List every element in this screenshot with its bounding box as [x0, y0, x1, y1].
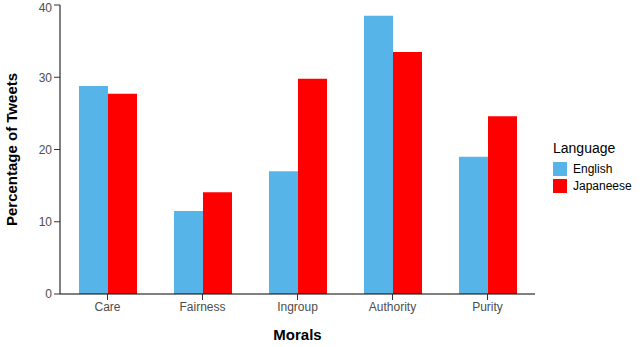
svg-text:0: 0	[45, 287, 52, 301]
svg-text:Percentage of Tweets: Percentage of Tweets	[8, 73, 20, 226]
svg-text:20: 20	[39, 143, 53, 157]
svg-text:Fairness: Fairness	[179, 300, 225, 314]
svg-text:40: 40	[39, 1, 53, 15]
svg-text:Authority: Authority	[369, 300, 416, 314]
svg-text:30: 30	[39, 71, 53, 85]
svg-text:Care: Care	[94, 300, 120, 314]
svg-text:Morals: Morals	[273, 326, 321, 343]
svg-text:Ingroup: Ingroup	[277, 300, 318, 314]
svg-text:10: 10	[39, 215, 53, 229]
html-text:Japaneese: Japaneese	[573, 179, 632, 193]
svg-text:Purity: Purity	[472, 300, 503, 314]
html-text:English: English	[573, 162, 613, 176]
html-text:Language: Language	[553, 140, 616, 156]
